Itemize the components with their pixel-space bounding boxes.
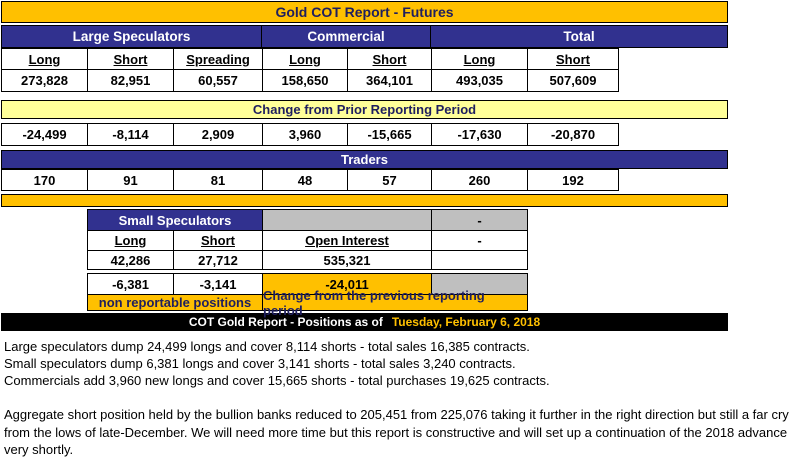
change-period-label: Change from Prior Reporting Period: [1, 100, 728, 119]
traders-values-row: 170 91 81 48 57 260 192: [1, 169, 619, 191]
position-comm-short: 364,101: [348, 70, 431, 91]
small-speculators-header: Small Speculators: [88, 210, 262, 230]
header-label: Short: [113, 51, 148, 67]
small-spec-dash: -: [432, 231, 527, 250]
traders-total-short: 192: [528, 170, 618, 190]
position-ls-long: 273,828: [2, 70, 87, 91]
change-ls-short: -8,114: [88, 124, 173, 145]
traders-ls-short: 91: [88, 170, 173, 190]
small-spec-dash-top: -: [432, 210, 527, 230]
small-spec-gray-cell: [263, 210, 431, 230]
change-ls-long: -24,499: [2, 124, 87, 145]
change-comm-short: -15,665: [348, 124, 431, 145]
header-label: Long: [28, 51, 61, 67]
header-total-short: Short: [528, 49, 618, 69]
traders-total-long: 260: [432, 170, 527, 190]
header-label: Long: [289, 51, 321, 67]
report-title: Gold COT Report - Futures: [1, 1, 728, 23]
position-total-long: 493,035: [432, 70, 527, 91]
report-date: Tuesday, February 6, 2018: [391, 315, 541, 329]
position-ls-spreading: 60,557: [174, 70, 262, 91]
traders-label: Traders: [1, 150, 728, 169]
commentary: Large speculators dump 24,499 longs and …: [1, 338, 798, 458]
group-commercial: Commercial: [262, 26, 430, 47]
header-label: Long: [114, 233, 147, 248]
small-header-long: Long: [88, 231, 173, 250]
footer-bar: COT Gold Report - Positions as of Tuesda…: [1, 313, 728, 331]
commentary-line-large-speculators: Large speculators dump 24,499 longs and …: [4, 339, 530, 354]
change-comm-long: 3,960: [263, 124, 347, 145]
small-change-gray-cell: [432, 274, 527, 294]
footnote-non-reportable: non reportable positions: [88, 295, 262, 310]
commentary-paragraph: Aggregate short position held by the bul…: [4, 407, 789, 457]
position-ls-short: 82,951: [88, 70, 173, 91]
header-label: Spreading: [186, 51, 250, 67]
change-values-row: -24,499 -8,114 2,909 3,960 -15,665 -17,6…: [1, 123, 619, 146]
header-label: Long: [463, 51, 496, 67]
open-interest-header: Open Interest: [263, 231, 431, 250]
footer-bar-label: COT Gold Report - Positions as of: [188, 315, 383, 329]
position-comm-long: 158,650: [263, 70, 347, 91]
header-total-long: Long: [432, 49, 527, 69]
small-spec-empty-cell: [432, 251, 527, 269]
traders-ls-spreading: 81: [174, 170, 262, 190]
header-label: Short: [556, 51, 590, 67]
change-total-short: -20,870: [528, 124, 618, 145]
header-ls-short: Short: [88, 49, 173, 69]
header-comm-long: Long: [263, 49, 347, 69]
small-header-short: Short: [174, 231, 262, 250]
group-large-speculators: Large Speculators: [2, 26, 261, 47]
gold-separator: [1, 194, 728, 207]
traders-comm-short: 57: [348, 170, 431, 190]
header-label: Open Interest: [305, 233, 389, 248]
group-header-row: Large Speculators Commercial Total: [1, 25, 728, 48]
traders-comm-long: 48: [263, 170, 347, 190]
header-ls-spreading: Spreading: [174, 49, 262, 69]
small-position-short: 27,712: [174, 251, 262, 269]
positions-table: Long Short Spreading Long Short Long Sho…: [1, 48, 619, 92]
traders-ls-long: 170: [2, 170, 87, 190]
footnote-change-period: Change from the previous reporting perio…: [263, 288, 527, 318]
header-comm-short: Short: [348, 49, 431, 69]
small-change-short: -3,141: [174, 274, 262, 294]
small-speculators-changes: -6,381 -3,141 -24,011 non reportable pos…: [87, 273, 528, 318]
change-total-long: -17,630: [432, 124, 527, 145]
header-label: Short: [372, 51, 407, 67]
small-speculators-table: Small Speculators - Long Short Open Inte…: [87, 209, 528, 270]
commentary-line-small-speculators: Small speculators dump 6,381 longs and c…: [4, 356, 516, 372]
position-total-short: 507,609: [528, 70, 618, 91]
header-label: Short: [201, 233, 235, 248]
change-ls-spreading: 2,909: [174, 124, 262, 145]
commentary-line-commercials: Commercials add 3,960 new longs and cove…: [4, 373, 550, 389]
header-ls-long: Long: [2, 49, 87, 69]
small-change-long: -6,381: [88, 274, 173, 294]
open-interest-value: 535,321: [263, 251, 431, 269]
open-interest-change: -24,011: [263, 274, 431, 294]
group-total: Total: [431, 26, 727, 47]
small-position-long: 42,286: [88, 251, 173, 269]
